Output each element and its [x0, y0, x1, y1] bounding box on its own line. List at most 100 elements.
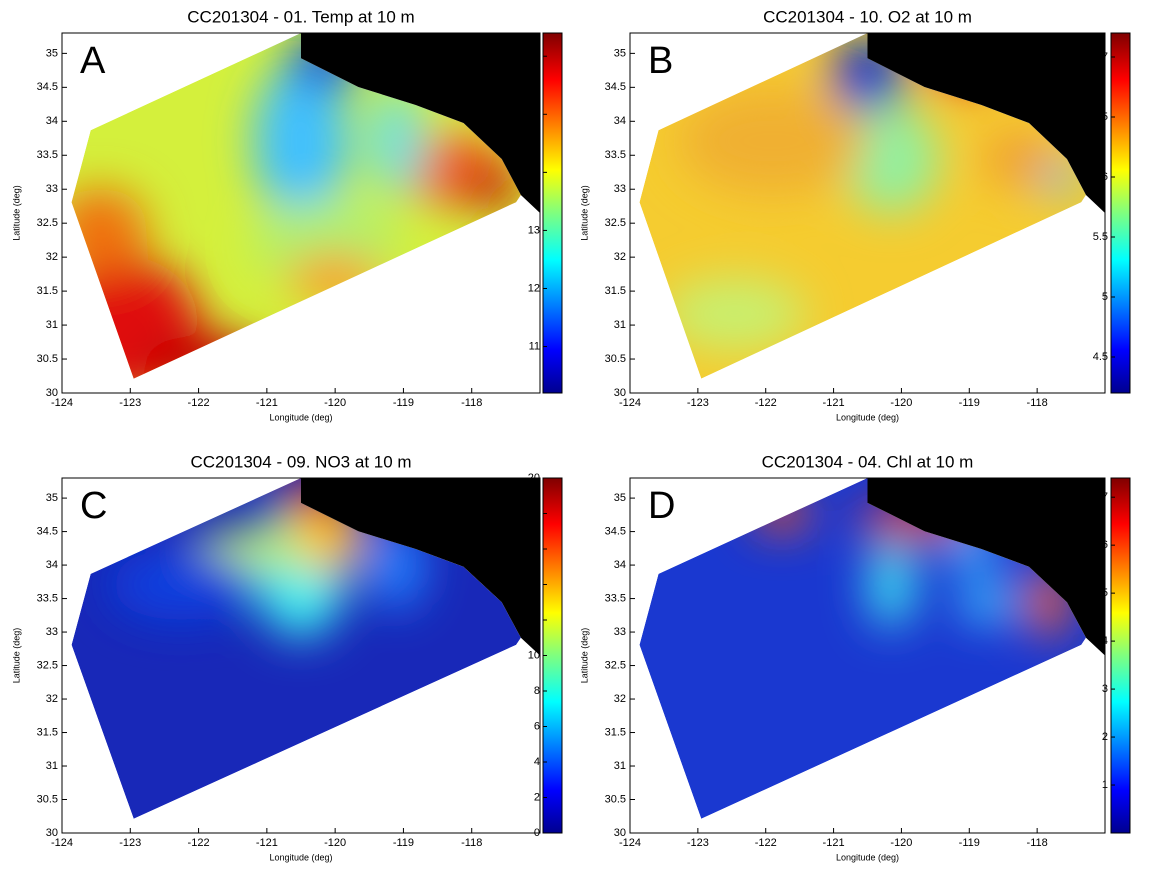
- x-tick-label: -120: [324, 837, 346, 849]
- field-blob: [138, 335, 273, 379]
- y-tick-label: 35: [46, 47, 58, 59]
- y-tick-label: 32.5: [37, 217, 58, 229]
- field-blob: [109, 549, 254, 620]
- panel-label: A: [80, 40, 106, 82]
- field-blob: [981, 130, 1058, 188]
- x-tick-label: -124: [51, 397, 73, 409]
- x-tick-label: -121: [823, 397, 845, 409]
- y-tick-label: 32.5: [37, 659, 58, 671]
- colorbar-tick-label: 3: [1102, 683, 1108, 695]
- y-tick-label: 31.5: [37, 726, 58, 738]
- field-blob: [867, 541, 915, 628]
- y-axis-label: Latitude (deg): [11, 185, 21, 241]
- field-blob: [253, 61, 349, 221]
- x-tick-label: -118: [1027, 837, 1048, 849]
- colorbar-tick-label: 2: [534, 791, 540, 803]
- colorbar-tick-label: 20: [528, 472, 540, 484]
- y-tick-label: 32: [614, 251, 626, 263]
- x-tick-label: -122: [188, 397, 210, 409]
- panel: -124 -123 -122 -121 -120 -119 -118 30 30.5 31 31.5…: [11, 7, 563, 422]
- x-tick-label: -120: [890, 397, 912, 409]
- colorbar-tick-label: 8: [534, 685, 540, 697]
- y-tick-label: 35: [46, 492, 58, 504]
- field: [71, 478, 521, 819]
- colorbar-tick-label: 5: [1102, 291, 1108, 303]
- x-tick-label: -122: [755, 397, 777, 409]
- x-tick-label: -124: [51, 837, 73, 849]
- plot-frame: [629, 477, 1106, 834]
- colorbar-tick-label: 0: [534, 827, 540, 839]
- field-blob: [286, 256, 383, 300]
- x-tick-label: -120: [890, 837, 912, 849]
- plot-frame: [629, 32, 1106, 394]
- y-tick-label: 34: [46, 115, 58, 127]
- field: [639, 33, 1086, 379]
- panel: -124 -123 -122 -121 -120 -119 -118 30 30.5 31 31.5…: [579, 7, 1131, 422]
- colorbar-tick-label: 6: [1102, 171, 1108, 183]
- colorbar-tick-label: 5: [1102, 587, 1108, 599]
- colorbar-tick-label: 14: [528, 166, 540, 178]
- y-tick-label: 30: [46, 827, 58, 839]
- x-tick-label: -121: [823, 837, 845, 849]
- panel: -124 -123 -122 -121 -120 -119 -118 30 30.5 31 31.5…: [11, 452, 563, 862]
- colorbar-tick-label: 13: [528, 224, 540, 236]
- y-tick-label: 31.5: [37, 285, 58, 297]
- field-blob: [843, 105, 939, 213]
- y-tick-label: 31.5: [605, 285, 626, 297]
- field-blob: [367, 87, 426, 195]
- field-blob: [71, 256, 201, 379]
- colorbar-tick-label: 12: [528, 282, 540, 294]
- colorbar-tick-label: 15: [528, 108, 540, 120]
- field-blob: [677, 87, 868, 195]
- colorbar-tick-label: 12: [528, 614, 540, 626]
- y-tick-label: 35: [614, 47, 626, 59]
- plot-frame: [61, 32, 541, 394]
- colorbar-tick-label: 4.5: [1093, 351, 1108, 363]
- y-axis-label: Latitude (deg): [579, 185, 589, 241]
- x-tick-label: -119: [393, 837, 414, 849]
- field-blob: [463, 166, 521, 210]
- colorbar-tick-label: 6: [1102, 539, 1108, 551]
- colorbar-tick-label: 16: [528, 50, 540, 62]
- x-tick-label: -124: [619, 837, 641, 849]
- y-tick-label: 30.5: [37, 793, 58, 805]
- x-tick-label: -118: [461, 397, 482, 409]
- y-tick-label: 33: [46, 626, 58, 638]
- y-tick-label: 33.5: [605, 149, 626, 161]
- y-tick-label: 30: [614, 387, 626, 399]
- y-tick-label: 32: [46, 251, 58, 263]
- colorbar-tick-label: 4: [534, 756, 540, 768]
- colorbar: [1110, 477, 1131, 834]
- x-tick-label: -122: [188, 837, 210, 849]
- chart-title: CC201304 - 01. Temp at 10 m: [187, 7, 414, 26]
- y-tick-label: 31: [614, 760, 626, 772]
- x-tick-label: -122: [755, 837, 777, 849]
- chart-title: CC201304 - 04. Chl at 10 m: [762, 452, 974, 471]
- colorbar-tick-label: 4: [1102, 635, 1108, 647]
- field-blob: [663, 277, 806, 350]
- chart-title: CC201304 - 09. NO3 at 10 m: [190, 452, 411, 471]
- colorbar-tick-label: 6.5: [1093, 111, 1108, 123]
- y-tick-label: 30.5: [605, 353, 626, 365]
- y-tick-label: 33: [46, 183, 58, 195]
- colorbar-tick-label: 14: [528, 578, 540, 590]
- land: [867, 33, 1105, 213]
- x-tick-label: -123: [687, 397, 709, 409]
- y-tick-label: 34: [614, 559, 626, 571]
- x-tick-label: -123: [119, 397, 141, 409]
- panel-label: B: [648, 40, 673, 82]
- y-tick-label: 33: [614, 183, 626, 195]
- y-tick-label: 32: [614, 693, 626, 705]
- colorbar-tick-label: 6: [534, 720, 540, 732]
- colorbar-tick-label: 1: [1102, 779, 1108, 791]
- colorbar-tick-label: 7: [1102, 51, 1108, 63]
- x-axis-label: Longitude (deg): [836, 412, 899, 422]
- plot-frame: [61, 477, 541, 834]
- y-tick-label: 31: [46, 760, 58, 772]
- y-tick-label: 31: [46, 319, 58, 331]
- x-tick-label: -123: [119, 837, 141, 849]
- y-tick-label: 31.5: [605, 726, 626, 738]
- land: [301, 478, 540, 656]
- y-axis-label: Latitude (deg): [11, 628, 21, 684]
- field-blob: [753, 495, 811, 532]
